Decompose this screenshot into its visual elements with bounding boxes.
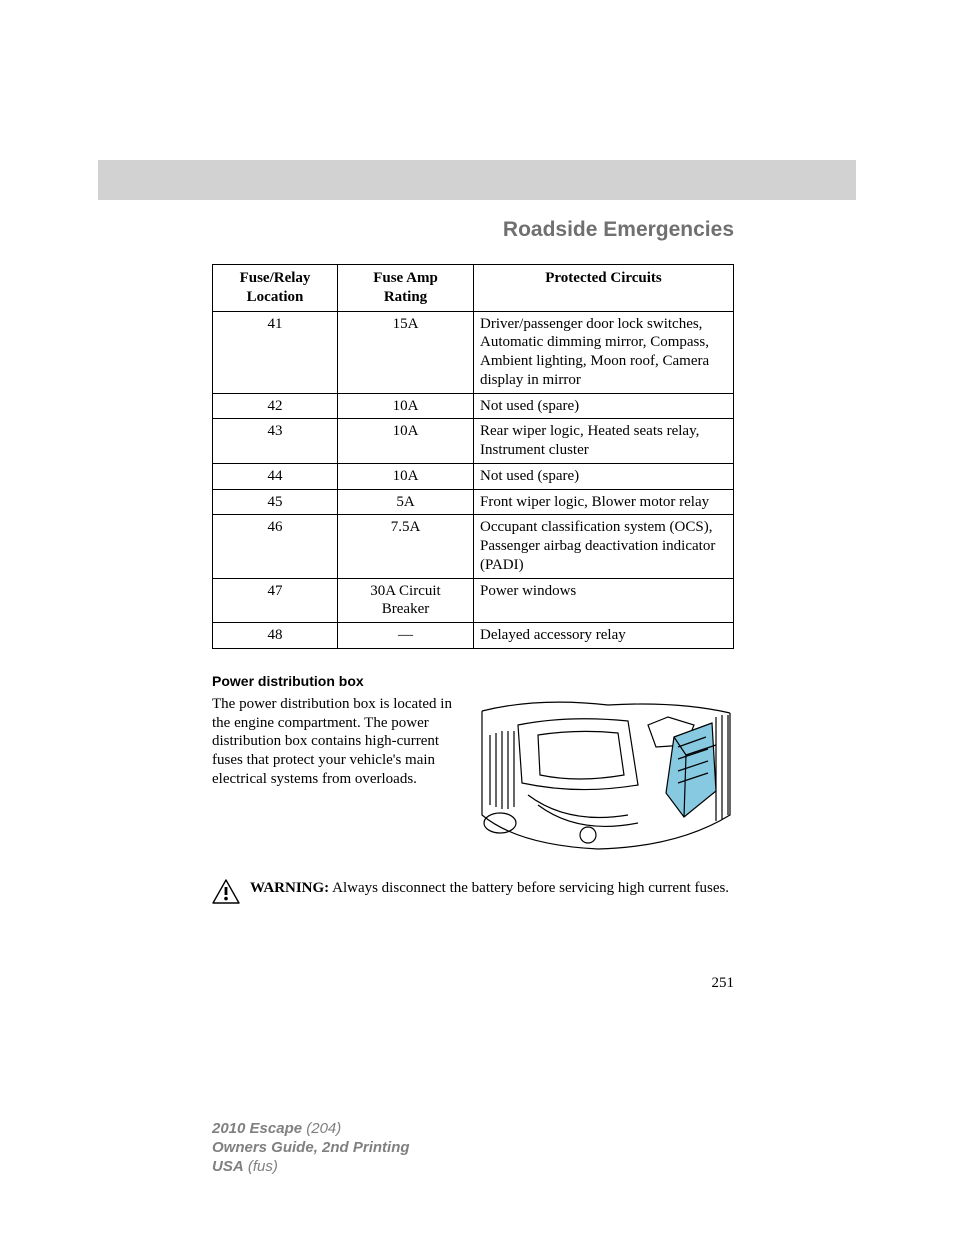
table-body: 4115ADriver/passenger door lock switches… [213, 311, 734, 648]
cell-circuits: Not used (spare) [474, 463, 734, 489]
table-row: 4730A Circuit BreakerPower windows [213, 578, 734, 623]
cell-amp: 15A [338, 311, 474, 393]
table-header-row: Fuse/Relay Location Fuse Amp Rating Prot… [213, 265, 734, 312]
cell-amp: 5A [338, 489, 474, 515]
engine-compartment-illustration [478, 695, 734, 855]
table-row: 48—Delayed accessory relay [213, 623, 734, 649]
th-circuits: Protected Circuits [474, 265, 734, 312]
warning-body: Always disconnect the battery before ser… [332, 880, 729, 896]
cell-circuits: Power windows [474, 578, 734, 623]
table-row: 4410ANot used (spare) [213, 463, 734, 489]
cell-location: 48 [213, 623, 338, 649]
cell-location: 41 [213, 311, 338, 393]
footer: 2010 Escape (204) Owners Guide, 2nd Prin… [212, 1120, 410, 1176]
th-location: Fuse/Relay Location [213, 265, 338, 312]
page-content: Roadside Emergencies Fuse/Relay Location… [212, 218, 734, 992]
footer-line-3: USA (fus) [212, 1158, 410, 1177]
cell-circuits: Not used (spare) [474, 393, 734, 419]
cell-location: 45 [213, 489, 338, 515]
cell-location: 42 [213, 393, 338, 419]
cell-location: 47 [213, 578, 338, 623]
cell-amp: 30A Circuit Breaker [338, 578, 474, 623]
footer-model: 2010 Escape [212, 1120, 302, 1137]
cell-amp: — [338, 623, 474, 649]
body-paragraph: The power distribution box is located in… [212, 695, 464, 855]
page-number: 251 [212, 975, 734, 992]
fuse-table: Fuse/Relay Location Fuse Amp Rating Prot… [212, 264, 734, 649]
text-and-illustration: The power distribution box is located in… [212, 695, 734, 855]
cell-circuits: Occupant classification system (OCS), Pa… [474, 515, 734, 578]
footer-line-1: 2010 Escape (204) [212, 1120, 410, 1139]
footer-region: USA [212, 1158, 244, 1175]
cell-amp: 10A [338, 419, 474, 464]
cell-amp: 7.5A [338, 515, 474, 578]
table-row: 455AFront wiper logic, Blower motor rela… [213, 489, 734, 515]
cell-circuits: Delayed accessory relay [474, 623, 734, 649]
warning-icon [212, 879, 240, 905]
table-row: 4310ARear wiper logic, Heated seats rela… [213, 419, 734, 464]
warning-text: WARNING: Always disconnect the battery b… [250, 879, 729, 898]
header-gray-bar [98, 160, 856, 200]
table-row: 4210ANot used (spare) [213, 393, 734, 419]
th-amp: Fuse Amp Rating [338, 265, 474, 312]
warning-block: WARNING: Always disconnect the battery b… [212, 879, 734, 905]
cell-location: 43 [213, 419, 338, 464]
footer-suffix: (fus) [244, 1158, 278, 1175]
table-row: 467.5AOccupant classification system (OC… [213, 515, 734, 578]
cell-circuits: Driver/passenger door lock switches, Aut… [474, 311, 734, 393]
cell-location: 44 [213, 463, 338, 489]
footer-code: (204) [302, 1120, 341, 1137]
warning-label: WARNING: [250, 880, 329, 896]
cell-location: 46 [213, 515, 338, 578]
table-row: 4115ADriver/passenger door lock switches… [213, 311, 734, 393]
cell-circuits: Rear wiper logic, Heated seats relay, In… [474, 419, 734, 464]
subsection-heading: Power distribution box [212, 673, 734, 689]
cell-amp: 10A [338, 393, 474, 419]
footer-line-2: Owners Guide, 2nd Printing [212, 1139, 410, 1158]
cell-circuits: Front wiper logic, Blower motor relay [474, 489, 734, 515]
section-title: Roadside Emergencies [212, 218, 734, 242]
cell-amp: 10A [338, 463, 474, 489]
